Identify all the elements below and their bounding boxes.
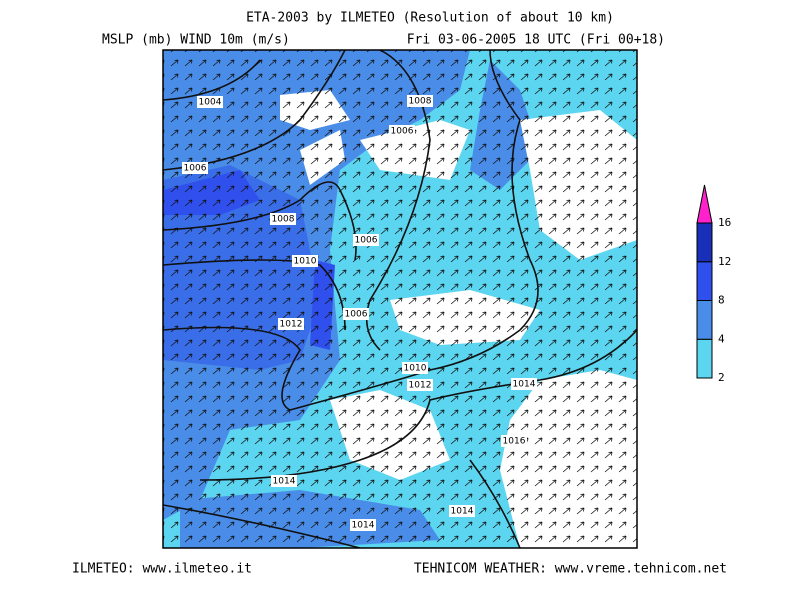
colorbar-label: 16 <box>718 216 731 229</box>
isobar-label-box <box>407 379 433 391</box>
isobar-label-box <box>270 213 296 225</box>
isobar-label: 1006 <box>184 164 207 174</box>
isobar-label-box <box>271 475 297 487</box>
isobar-label-box <box>278 318 304 330</box>
isobar-label: 1014 <box>273 477 296 487</box>
colorbar-label: 8 <box>718 294 725 307</box>
colorbar-swatch <box>696 261 713 301</box>
colorbar-label: 4 <box>718 332 725 345</box>
isobar-label: 1010 <box>294 257 317 267</box>
isobar-label: 1008 <box>409 97 432 107</box>
isobar-label-box <box>402 362 428 374</box>
title: ETA-2003 by ILMETEO (Resolution of about… <box>246 11 614 26</box>
colorbar-swatch <box>696 222 713 263</box>
isobar-label-box <box>449 505 475 517</box>
colorbar-over <box>696 184 713 224</box>
isobar-label-box <box>292 255 318 267</box>
isobar-labels: 1004 1006 1008 1010 1012 1006 1006 1008 1006 1010… <box>182 95 537 531</box>
isobar-label: 1006 <box>355 236 378 246</box>
colorbar-label: 12 <box>718 255 731 268</box>
subtitle-right: Fri 03-06-2005 18 UTC (Fri 00+18) <box>407 33 665 48</box>
isobar-label-box <box>501 435 527 447</box>
isobar-label-box <box>343 308 369 320</box>
isobar-label-box <box>511 378 537 390</box>
subtitle-left: MSLP (mb) WIND 10m (m/s) <box>102 33 290 48</box>
map: 1004 1006 1008 1010 1012 1006 1006 1008 1006 1010… <box>163 50 637 548</box>
isobar-label-box <box>389 125 415 137</box>
isobar-label: 1016 <box>503 437 526 447</box>
isobar-label-box <box>197 96 223 108</box>
isobar-label-box <box>350 519 376 531</box>
isobar-label: 1006 <box>391 127 414 137</box>
isobar-label: 1014 <box>352 521 375 531</box>
isobar-label: 1006 <box>345 310 368 320</box>
isobar-label: 1014 <box>451 507 474 517</box>
footer-left: ILMETEO: www.ilmeteo.it <box>72 562 252 577</box>
isobar-label: 1012 <box>280 320 303 330</box>
map-frame <box>162 49 638 549</box>
isobar-label: 1010 <box>404 364 427 374</box>
colorbar-label: 2 <box>718 371 725 384</box>
colorbar-swatch <box>696 300 713 340</box>
footer-right: TEHNICOM WEATHER: www.vreme.tehnicom.net <box>414 562 727 577</box>
wind-arrows <box>163 50 637 548</box>
isobar-label-box <box>182 162 208 174</box>
isobar-label: 1014 <box>513 380 536 390</box>
isobar-label-box <box>353 234 379 246</box>
isobar-label-box <box>407 95 433 107</box>
isobar-label: 1012 <box>409 381 432 391</box>
isobar-label: 1008 <box>272 215 295 225</box>
colorbar: 2 4 8 12 16 <box>696 184 731 384</box>
colorbar-swatch <box>696 338 713 379</box>
isobar-label: 1004 <box>199 98 222 108</box>
